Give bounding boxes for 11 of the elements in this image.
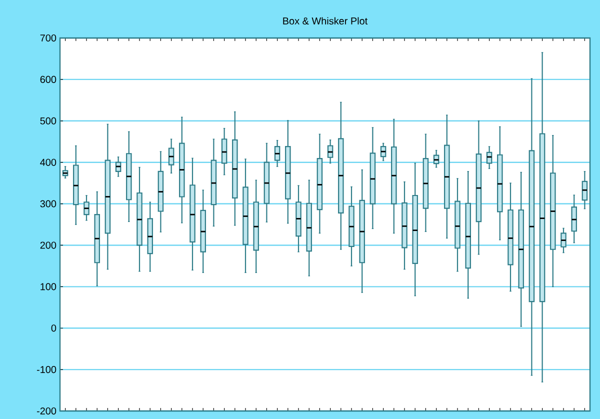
y-tick-label: 600: [40, 76, 56, 83]
y-tick-label: 300: [40, 200, 56, 208]
y-tick-label: 100: [40, 283, 56, 290]
chart-title: Box & Whisker Plot: [283, 17, 368, 25]
y-tick-label: -100: [36, 366, 56, 374]
y-tick-label: 0: [51, 324, 56, 332]
y-tick-label: 200: [40, 242, 56, 249]
y-tick-label: -200: [36, 407, 56, 415]
y-tick-label: 700: [40, 34, 56, 42]
y-tick-label: 400: [40, 158, 56, 166]
y-tick-label: 500: [40, 117, 56, 124]
